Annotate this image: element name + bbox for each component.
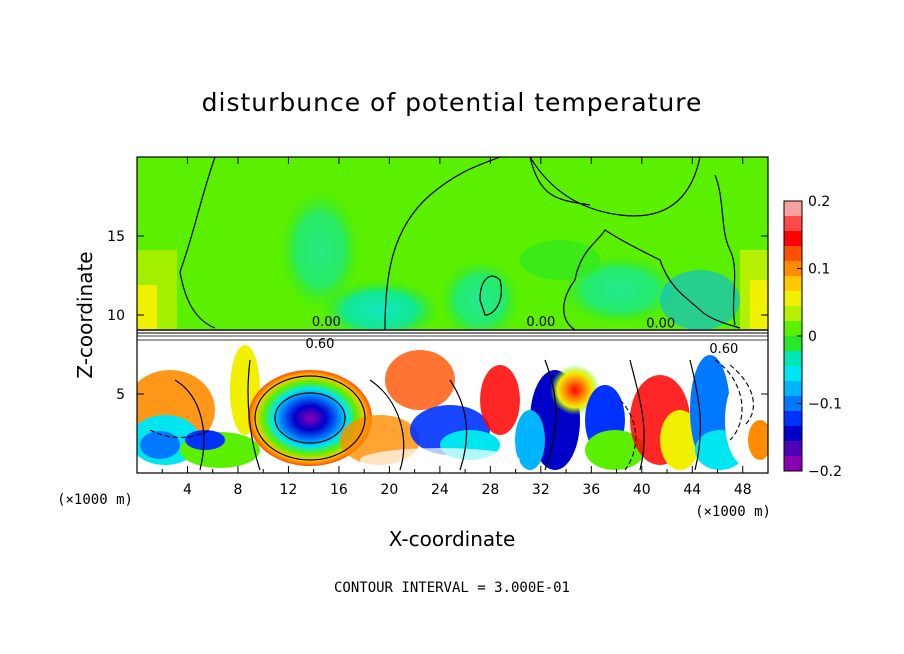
x-tick-label: 48 [734,482,752,498]
colorbar-tick-label: −0.2 [808,464,842,480]
z-tick-label: 10 [107,308,125,324]
x-axis-ticks: 4 8 12 16 20 24 28 32 36 40 44 48 [161,157,752,498]
z-tick-label: 5 [116,387,125,403]
colorbar-segment [784,216,802,232]
colorbar-segment [784,276,802,292]
z-axis-ticks: 5 10 15 [107,229,768,403]
colorbar-segment [784,306,802,322]
chart-title: disturbunce of potential temperature [202,88,703,117]
x-unit-label: (×1000 m) [695,504,771,520]
plot-area [137,157,768,473]
x-tick-label: 32 [532,482,550,498]
x-tick-label: 44 [683,482,701,498]
colorbar-segment [784,351,802,367]
colorbar-segment [784,201,802,217]
colorbar-segment [784,261,802,277]
contour-label: 0.60 [306,337,335,352]
contour-lines [174,157,741,471]
x-tick-label: 4 [183,482,192,498]
x-tick-label: 24 [431,482,449,498]
x-tick-label: 12 [280,482,298,498]
x-tick-label: 8 [233,482,242,498]
negative-contours [149,359,754,471]
colorbar-tick-label: −0.1 [808,397,842,413]
colorbar-segment [784,441,802,457]
x-axis-label: X-coordinate [389,527,516,551]
z-tick-label: 15 [107,229,125,245]
x-tick-label: 20 [380,482,398,498]
colorbar-segment [784,366,802,382]
contour-label: 0.00 [312,315,341,330]
x-tick-label: 36 [582,482,600,498]
colorbar-segment [784,231,802,247]
colorbar-tick-label: 0.1 [808,262,830,278]
contour-label: 0.00 [526,315,555,330]
y-axis-label: Z-coordinate [73,251,97,378]
x-tick-label: 40 [633,482,651,498]
colorbar-segment [784,411,802,427]
colorbar-segment [784,426,802,442]
x-tick-label: 28 [481,482,499,498]
colorbar-segment [784,456,802,472]
colorbar-tick-label: 0 [808,329,817,345]
colorbar-segment [784,396,802,412]
colorbar-segment [784,336,802,352]
contour-label: 0.00 [646,317,675,332]
colorbar-segment [784,381,802,397]
x-tick-label: 16 [330,482,348,498]
colorbar-segment [784,246,802,262]
colorbar-segment [784,291,802,307]
colorbar-segment [784,321,802,337]
colorbar-tick-label: 0.2 [808,194,830,210]
z-unit-label: (×1000 m) [57,492,133,508]
contour-interval-note: CONTOUR INTERVAL = 3.000E-01 [334,580,570,596]
colorbar: 0.2 0.1 0 −0.1 −0.2 [783,194,842,480]
contour-labels: 0.00 0.00 0.00 0.60 0.60 [306,315,739,357]
contour-label: 0.60 [709,342,738,357]
